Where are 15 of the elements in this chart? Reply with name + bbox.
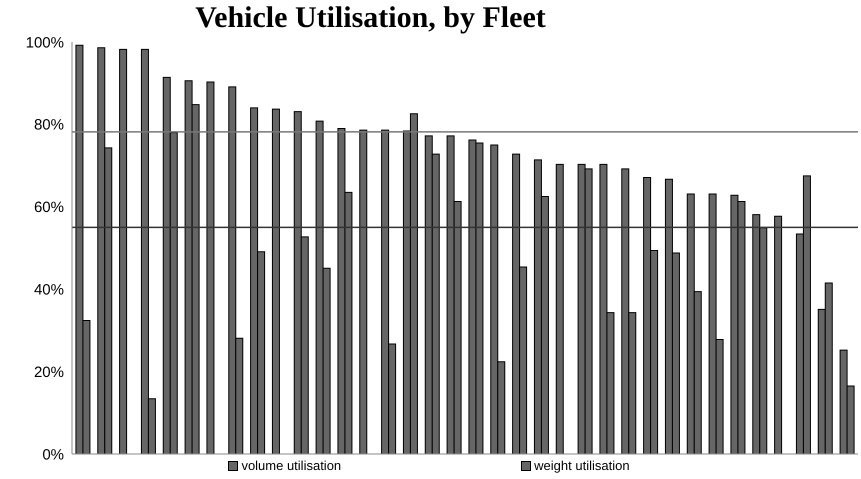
- legend-label: volume utilisation: [240, 458, 342, 473]
- bar: [206, 81, 214, 454]
- y-tick-label: 20%: [34, 364, 64, 381]
- legend-label: weight utilisation: [533, 458, 630, 473]
- y-tick-label: 60%: [34, 199, 64, 216]
- chart-title: Vehicle Utilisation, by Fleet: [194, 0, 547, 36]
- y-tick-label: 100%: [26, 34, 64, 52]
- bar: [272, 108, 280, 454]
- bar: [556, 164, 564, 454]
- y-tick-label: 40%: [34, 282, 64, 299]
- y-tick-label: 0%: [42, 446, 64, 464]
- bar: [119, 48, 128, 454]
- bar: [774, 216, 782, 454]
- bar: [359, 130, 368, 454]
- y-tick-label: 80%: [34, 116, 64, 134]
